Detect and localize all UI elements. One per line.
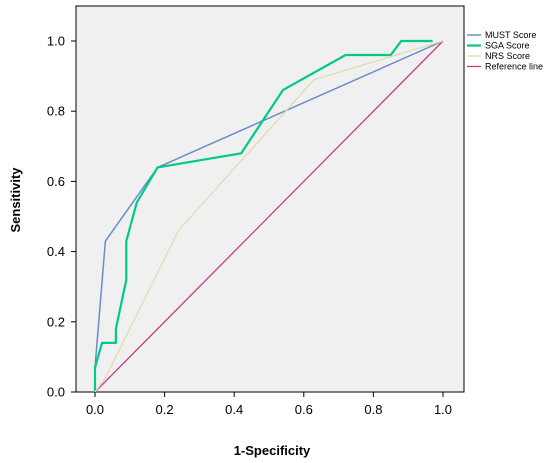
series-line-nrs-score [94,40,444,393]
x-tick-label: 0.2 [156,402,174,417]
x-tick-label: 1.0 [434,402,452,417]
x-tick-label: 0.0 [86,402,104,417]
series-line-reference-line [94,40,444,393]
y-tick-label: 1.0 [47,34,65,49]
y-axis-title: Sensitivity [8,167,23,233]
x-tick-label: 0.8 [364,402,382,417]
legend-label: MUST Score [485,30,536,40]
plot-area [75,5,465,393]
y-tick-label: 0.0 [47,385,65,400]
legend-label: SGA Score [485,41,530,51]
y-tick-label: 0.6 [47,174,65,189]
series-line-sga-score [93,39,433,392]
legend-label: Reference line [485,62,543,72]
legend-label: NRS Score [485,51,530,61]
y-tick-label: 0.8 [47,104,65,119]
x-tick-label: 0.6 [295,402,313,417]
y-tick-label: 0.4 [47,244,65,259]
x-tick-label: 0.4 [225,402,243,417]
y-tick-label: 0.2 [47,314,65,329]
x-axis-title: 1-Specificity [234,443,311,458]
